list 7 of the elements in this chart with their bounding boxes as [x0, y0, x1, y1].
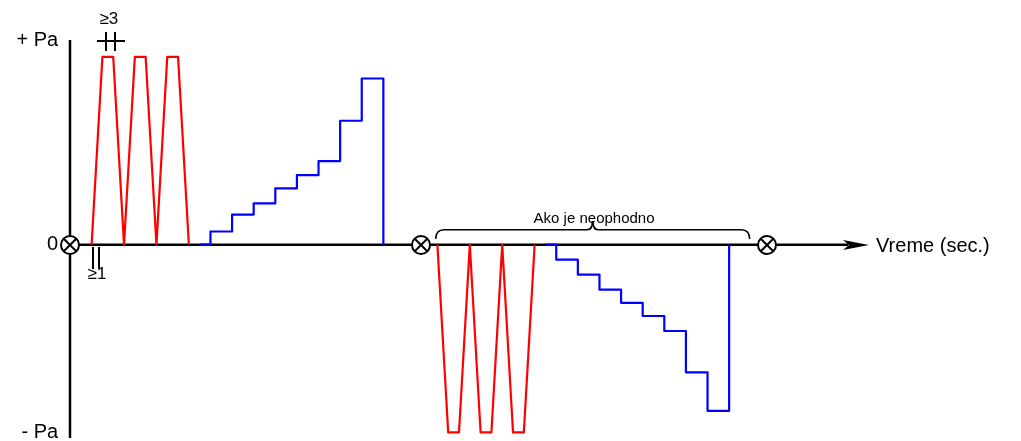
annotation: Ako je neophodno [533, 208, 655, 226]
x-axis-title: Vreme (sec.) [876, 234, 990, 257]
text: - Pa [21, 419, 59, 441]
annotation: ≥1 [87, 264, 107, 284]
text: ≥3 [99, 9, 119, 29]
text: 0 [46, 232, 59, 255]
text: + Pa [16, 27, 59, 50]
